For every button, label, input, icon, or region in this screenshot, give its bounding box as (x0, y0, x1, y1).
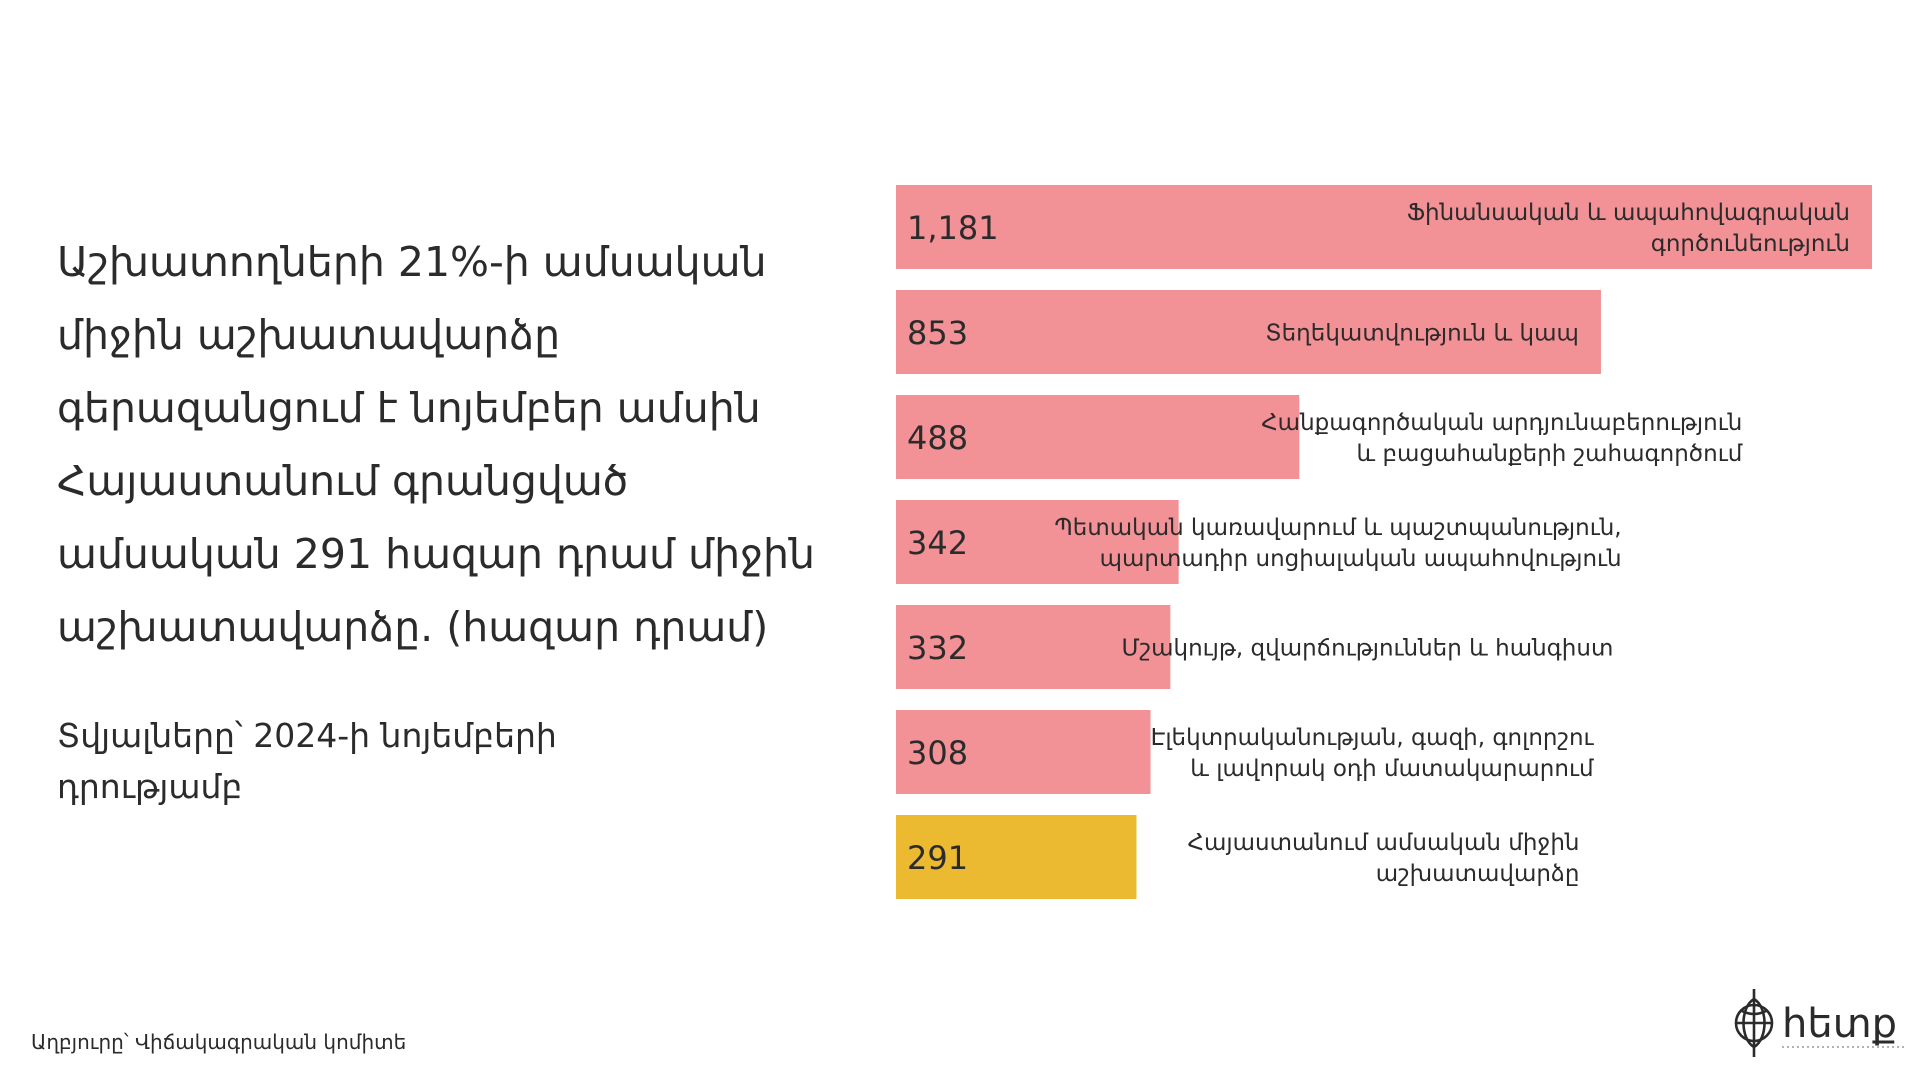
bar-value-label: 1,181 (907, 209, 999, 247)
category-label: Մշակույթ, զվարճություններ և հանգիստ (1121, 635, 1613, 661)
bar-value-label: 291 (907, 839, 968, 877)
category-label: պարտադիր սոցիալական ապահովություն (1100, 546, 1622, 572)
bar-value-label: 488 (907, 419, 968, 457)
category-label: և բացահանքերի շահագործում (1357, 441, 1743, 467)
sector-bar (896, 710, 1151, 794)
bar-value-label: 853 (907, 314, 968, 352)
category-label: Հայաստանում ամսական միջին (1188, 830, 1580, 856)
category-label: աշխատավարձը (1376, 861, 1580, 887)
compass-globe-icon (1734, 989, 1774, 1057)
average-wage-bar (896, 815, 1137, 899)
sector-bar (896, 605, 1171, 689)
bar-value-label: 308 (907, 734, 968, 772)
sector-bar (896, 500, 1179, 584)
category-label: Հանքագործական արդյունաբերություն (1261, 410, 1742, 436)
data-date-note: Տվյալները՝ 2024-ի նոյեմբերի դրությամբ (57, 716, 557, 806)
hetq-logo: hետք (1734, 989, 1904, 1057)
chart-headline: Աշխատողների 21%-ի ամսական միջին աշխատավա… (57, 238, 816, 651)
category-label: գործունեություն (1651, 231, 1850, 257)
sector-bar (896, 290, 1601, 374)
category-label: և լավորակ օդի մատակարարում (1190, 756, 1594, 782)
sector-bar (896, 185, 1872, 269)
sector-bar (896, 395, 1300, 479)
source-note: Աղբյուրը՝ Վիճակագրական կոմիտե (31, 1030, 407, 1054)
category-label: Պետական կառավարում և պաշտպանություն, (1054, 515, 1621, 541)
category-label: Էլեկտրականության, գազի, գոլորշու (1151, 725, 1595, 751)
category-label: Տեղեկատվություն և կապ (1265, 320, 1579, 346)
bar-value-label: 332 (907, 629, 968, 667)
category-label: Ֆինանսական և ապահովագրական (1407, 200, 1850, 226)
bar-value-label: 342 (907, 524, 968, 562)
logo-wordmark: hետք (1782, 1001, 1897, 1047)
